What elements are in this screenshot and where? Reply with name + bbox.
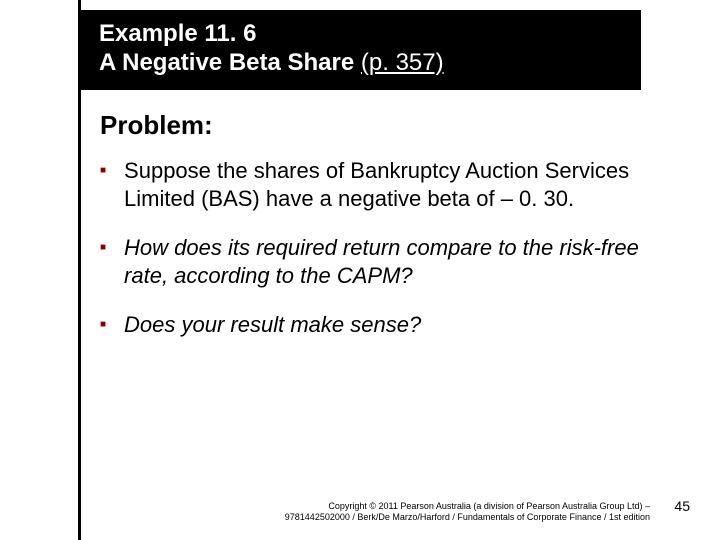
title-line1: Example 11. 6 (99, 20, 623, 49)
bullet-marker-icon: ■ (100, 165, 106, 176)
problem-heading: Problem: (100, 110, 640, 141)
title-line2: A Negative Beta Share (p. 357) (99, 49, 623, 78)
bullet-item: ■ How does its required return compare t… (100, 234, 640, 289)
bullet-text: Does your result make sense? (124, 311, 421, 339)
bullet-item: ■ Does your result make sense? (100, 311, 640, 339)
copyright-line2: 9781442502000 / Berk/De Marzo/Harford / … (285, 512, 650, 522)
bullet-text: How does its required return compare to … (124, 234, 640, 289)
content-area: Problem: ■ Suppose the shares of Bankrup… (100, 110, 640, 361)
title-line2-main: A Negative Beta Share (99, 49, 361, 76)
page-number: 45 (674, 498, 690, 514)
bullet-item: ■ Suppose the shares of Bankruptcy Aucti… (100, 157, 640, 212)
bullet-text: Suppose the shares of Bankruptcy Auction… (124, 157, 640, 212)
copyright-line1: Copyright © 2011 Pearson Australia (a di… (328, 501, 650, 511)
bullet-marker-icon: ■ (100, 319, 106, 330)
copyright-text: Copyright © 2011 Pearson Australia (a di… (180, 501, 650, 524)
bullet-marker-icon: ■ (100, 242, 106, 253)
title-block: Example 11. 6 A Negative Beta Share (p. … (81, 10, 641, 90)
title-page-ref: (p. 357) (361, 49, 444, 76)
